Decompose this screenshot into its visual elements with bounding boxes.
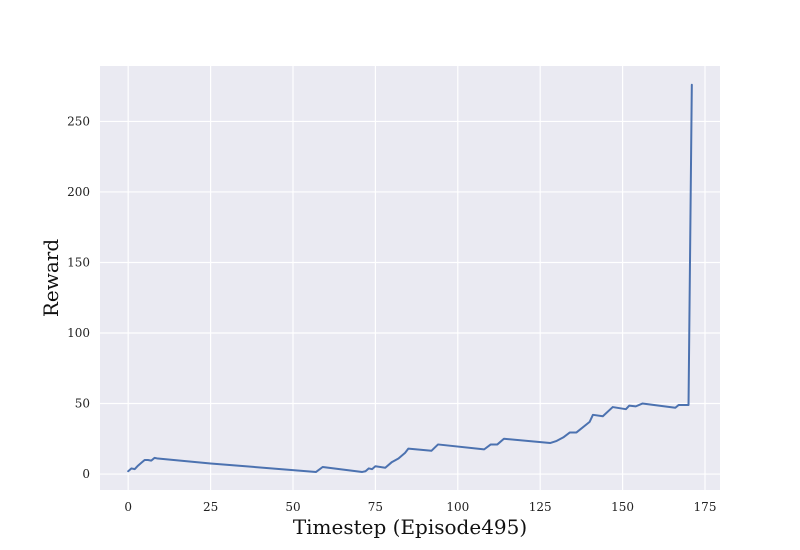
y-gridlines — [100, 120, 720, 475]
x-gridlines — [127, 66, 706, 490]
x-axis-title: Timestep (Episode495) — [293, 515, 527, 539]
reward-series-line — [127, 83, 693, 473]
x-tick-label: 50 — [285, 500, 300, 514]
y-tick-label: 250 — [67, 114, 90, 128]
x-tick-label: 100 — [446, 500, 469, 514]
x-tick-label: 125 — [529, 500, 552, 514]
y-tick-label: 150 — [67, 255, 90, 269]
x-tick-label: 75 — [368, 500, 383, 514]
x-tick-labels: 0 25 50 75 100 125 150 175 — [124, 500, 716, 514]
plot-background — [100, 66, 720, 490]
y-tick-label: 0 — [82, 467, 90, 481]
y-tick-label: 50 — [75, 397, 90, 411]
x-tick-label: 0 — [124, 500, 132, 514]
series-layer — [127, 83, 693, 473]
y-tick-label: 100 — [67, 326, 90, 340]
x-tick-label: 175 — [694, 500, 717, 514]
x-tick-label: 150 — [611, 500, 634, 514]
y-tick-labels: 0 50 100 150 200 250 — [67, 114, 90, 481]
y-axis-title: Reward — [39, 239, 63, 317]
y-tick-label: 200 — [67, 185, 90, 199]
x-tick-label: 25 — [203, 500, 218, 514]
